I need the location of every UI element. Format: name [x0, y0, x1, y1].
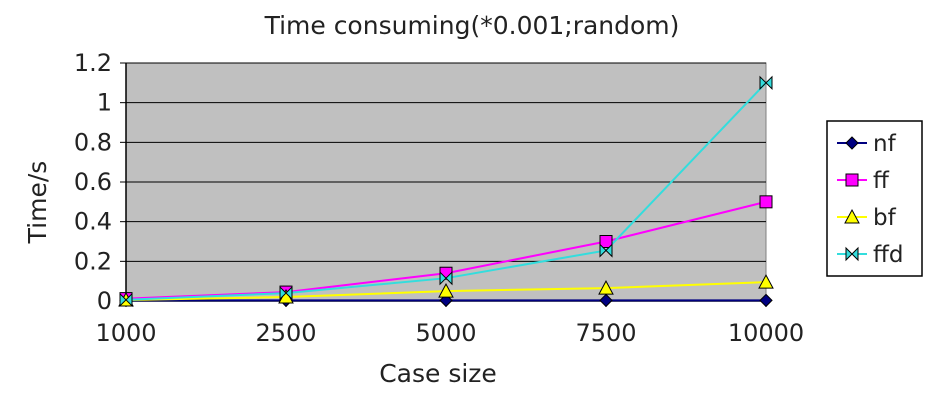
data-point-bf [758, 274, 774, 289]
legend-label-ffd: ffd [873, 242, 903, 268]
legend-marker-nf [845, 136, 859, 150]
data-point-nf [759, 293, 773, 308]
data-point-ffd [119, 292, 133, 308]
y-tick-label: 0.8 [74, 128, 112, 156]
y-tick-label: 1 [97, 89, 112, 117]
plot-area: 0 0.2 0.4 0.6 0.8 1 1.2 1000 2500 5000 7500 10000 [74, 49, 804, 347]
legend-marker-ffd [845, 246, 859, 262]
y-tick-label: 0.2 [74, 247, 112, 275]
legend-label-nf: nf [873, 131, 897, 157]
data-point-ff [759, 195, 773, 209]
legend-label-ff: ff [873, 168, 890, 194]
x-tick-label: 5000 [415, 319, 476, 347]
x-tick-label: 10000 [728, 319, 804, 347]
data-point-ffd [439, 270, 453, 286]
chart-title: Time consuming(*0.001;random) [264, 11, 680, 40]
data-point-ff [599, 235, 613, 248]
x-tick-label: 1000 [95, 319, 156, 347]
data-point-ffd [279, 285, 293, 301]
legend-marker-bf [844, 208, 860, 224]
x-axis-label: Case size [379, 359, 497, 388]
legend-marker-ff [845, 173, 859, 187]
x-tick-label: 7500 [575, 319, 636, 347]
data-point-ffd [759, 75, 773, 91]
data-point-ffd [599, 243, 613, 258]
y-tick-label: 0.4 [74, 208, 112, 236]
y-axis-label: Time/s [23, 161, 52, 245]
legend: nf ff bf ffd [826, 120, 923, 277]
legend-box [826, 120, 923, 277]
legend-label-bf: bf [873, 205, 897, 231]
data-point-bf [598, 280, 614, 295]
y-tick-label: 0 [97, 287, 112, 315]
data-point-nf [599, 293, 613, 308]
y-tick-label: 1.2 [74, 49, 112, 77]
x-tick-label: 2500 [255, 319, 316, 347]
data-point-bf [438, 283, 454, 298]
y-tick-label: 0.6 [74, 168, 112, 196]
